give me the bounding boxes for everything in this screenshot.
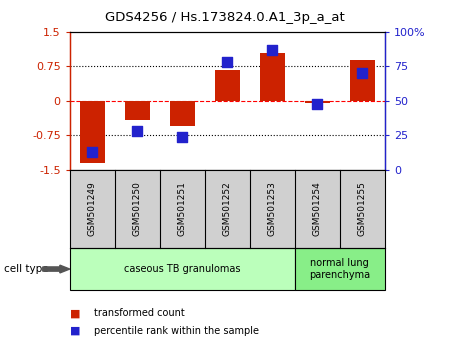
Bar — [260, 53, 284, 101]
Point — [134, 129, 141, 134]
Point — [89, 149, 96, 155]
Point — [224, 59, 231, 65]
Point — [269, 47, 276, 53]
Text: GSM501251: GSM501251 — [178, 181, 187, 236]
Text: ■: ■ — [70, 326, 80, 336]
Text: ■: ■ — [70, 308, 80, 318]
Text: GSM501249: GSM501249 — [88, 182, 97, 236]
Text: GSM501252: GSM501252 — [223, 182, 232, 236]
Text: cell type: cell type — [4, 264, 49, 274]
Bar — [80, 101, 104, 163]
Text: normal lung
parenchyma: normal lung parenchyma — [309, 258, 370, 280]
Text: GDS4256 / Hs.173824.0.A1_3p_a_at: GDS4256 / Hs.173824.0.A1_3p_a_at — [105, 11, 345, 24]
Text: caseous TB granulomas: caseous TB granulomas — [124, 264, 240, 274]
Bar — [350, 61, 374, 101]
Point — [179, 134, 186, 139]
Text: GSM501255: GSM501255 — [358, 181, 367, 236]
Text: transformed count: transformed count — [94, 308, 185, 318]
Bar — [305, 101, 329, 103]
Bar — [125, 101, 149, 120]
Text: GSM501253: GSM501253 — [268, 181, 277, 236]
Text: percentile rank within the sample: percentile rank within the sample — [94, 326, 260, 336]
Point — [359, 70, 366, 76]
Bar — [170, 101, 194, 126]
Point — [314, 101, 321, 107]
Bar — [215, 70, 239, 101]
Text: GSM501254: GSM501254 — [313, 182, 322, 236]
Text: GSM501250: GSM501250 — [133, 181, 142, 236]
